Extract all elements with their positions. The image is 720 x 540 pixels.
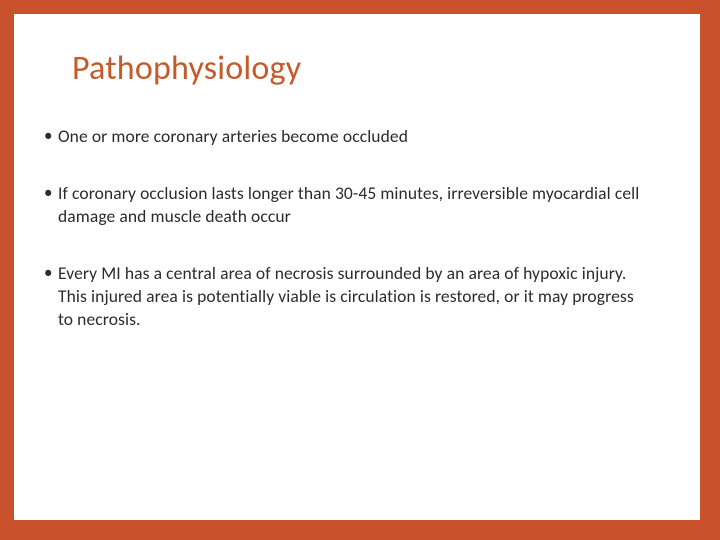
- bullet-list: One or more coronary arteries become occ…: [44, 125, 676, 332]
- slide-title: Pathophysiology: [72, 48, 676, 89]
- slide: Pathophysiology One or more coronary art…: [0, 0, 720, 540]
- list-item: One or more coronary arteries become occ…: [44, 125, 644, 148]
- list-item: If coronary occlusion lasts longer than …: [44, 182, 644, 228]
- slide-content: Pathophysiology One or more coronary art…: [0, 0, 720, 540]
- list-item: Every MI has a central area of necrosis …: [44, 262, 644, 331]
